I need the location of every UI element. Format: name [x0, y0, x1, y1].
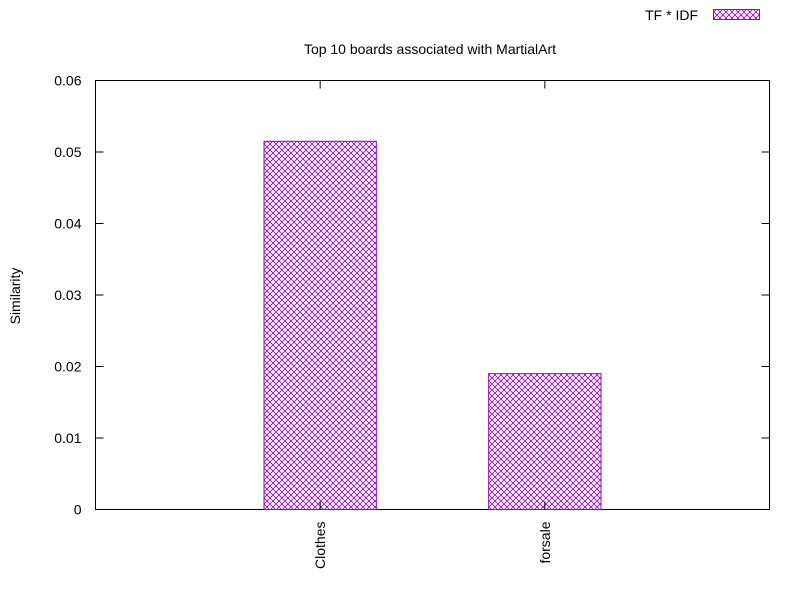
bar-forsale	[488, 373, 602, 510]
x-axis: Clothes forsale	[312, 80, 553, 569]
bar-clothes	[263, 140, 377, 510]
y-tick-label: 0.03	[54, 287, 81, 303]
y-tick-label: 0.04	[54, 216, 81, 232]
y-axis-label: Similarity	[7, 268, 23, 325]
x-tick-label: Clothes	[312, 522, 328, 569]
y-tick-label: 0.05	[54, 144, 81, 160]
legend: TF * IDF	[645, 7, 760, 23]
y-tick-label: 0	[74, 502, 82, 518]
y-axis: 0 0.01 0.02 0.03 0.04 0.05 0.06	[54, 73, 770, 518]
y-tick-label: 0.01	[54, 430, 81, 446]
bars	[263, 140, 602, 510]
legend-swatch	[713, 9, 760, 20]
y-tick-label: 0.06	[54, 73, 81, 89]
y-tick-label: 0.02	[54, 359, 81, 375]
plot-area-frame	[95, 80, 770, 510]
x-tick-label: forsale	[537, 521, 553, 563]
chart-title: Top 10 boards associated with MartialArt	[304, 41, 556, 57]
legend-label: TF * IDF	[645, 7, 698, 23]
